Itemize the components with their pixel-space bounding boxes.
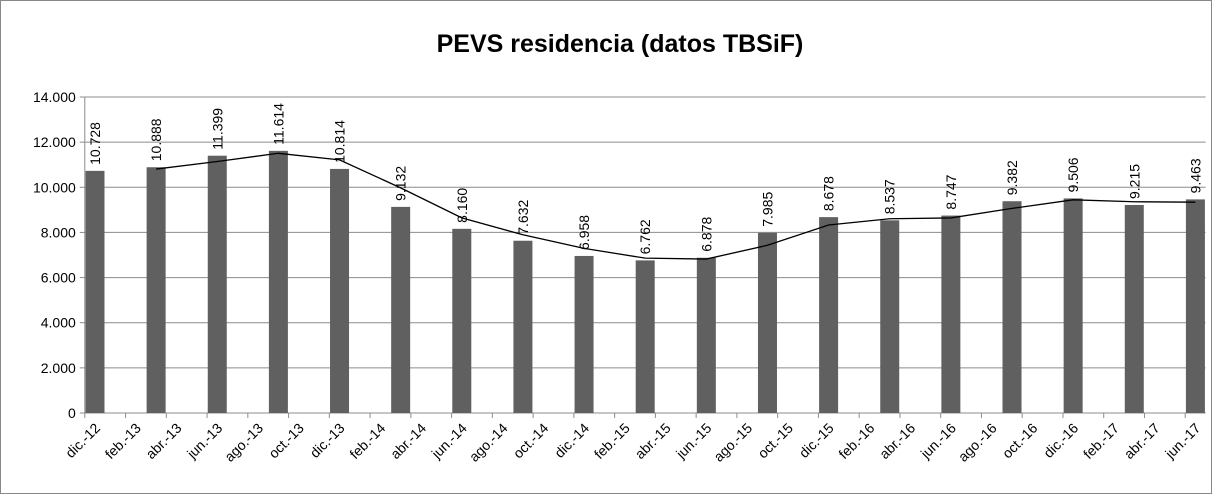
data-label: 8.537 — [882, 179, 898, 214]
y-tick-label: 6.000 — [41, 270, 76, 286]
bar — [391, 206, 411, 413]
data-label: 7.985 — [759, 192, 775, 227]
data-label: 8.678 — [821, 176, 837, 211]
y-tick-label: 14.000 — [33, 89, 76, 105]
y-tick-label: 0 — [68, 405, 76, 421]
bar — [757, 232, 777, 413]
bar — [696, 257, 716, 413]
data-label: 8.747 — [943, 174, 959, 209]
data-label: 11.399 — [209, 108, 225, 150]
data-label: 10.728 — [87, 122, 103, 165]
bar — [330, 168, 350, 413]
bar — [819, 217, 839, 413]
data-label: 8.160 — [454, 188, 470, 223]
data-label: 9.382 — [1004, 160, 1020, 195]
bar — [574, 255, 594, 413]
bar — [1185, 199, 1205, 413]
y-tick-label: 10.000 — [33, 179, 76, 195]
data-label: 10.888 — [148, 118, 164, 161]
bar — [207, 155, 227, 413]
data-label: 9.463 — [1187, 158, 1203, 193]
bar — [1002, 201, 1022, 413]
data-label: 10.814 — [332, 120, 348, 163]
data-label: 11.614 — [270, 103, 286, 145]
bar — [635, 260, 655, 413]
chart-title: PEVS residencia (datos TBSiF) — [437, 30, 804, 58]
y-tick-label: 4.000 — [41, 315, 76, 331]
data-label: 6.878 — [698, 217, 714, 252]
bar — [1063, 198, 1083, 413]
bar — [146, 167, 166, 413]
y-tick-label: 8.000 — [41, 224, 76, 240]
bar — [452, 228, 472, 413]
y-tick-label: 2.000 — [41, 360, 76, 376]
data-label: 9.506 — [1065, 157, 1081, 192]
data-label: 6.762 — [637, 219, 653, 254]
bar — [941, 215, 961, 413]
data-label: 9.132 — [393, 166, 409, 201]
data-label: 7.632 — [515, 199, 531, 234]
bar — [268, 150, 288, 414]
trend-line — [156, 152, 1196, 260]
bar — [513, 240, 533, 413]
y-tick-label: 12.000 — [33, 134, 76, 150]
data-label: 9.215 — [1126, 164, 1142, 199]
bar — [85, 170, 105, 413]
bar — [1124, 205, 1144, 413]
data-label: 6.958 — [576, 215, 592, 250]
bar — [880, 220, 900, 413]
